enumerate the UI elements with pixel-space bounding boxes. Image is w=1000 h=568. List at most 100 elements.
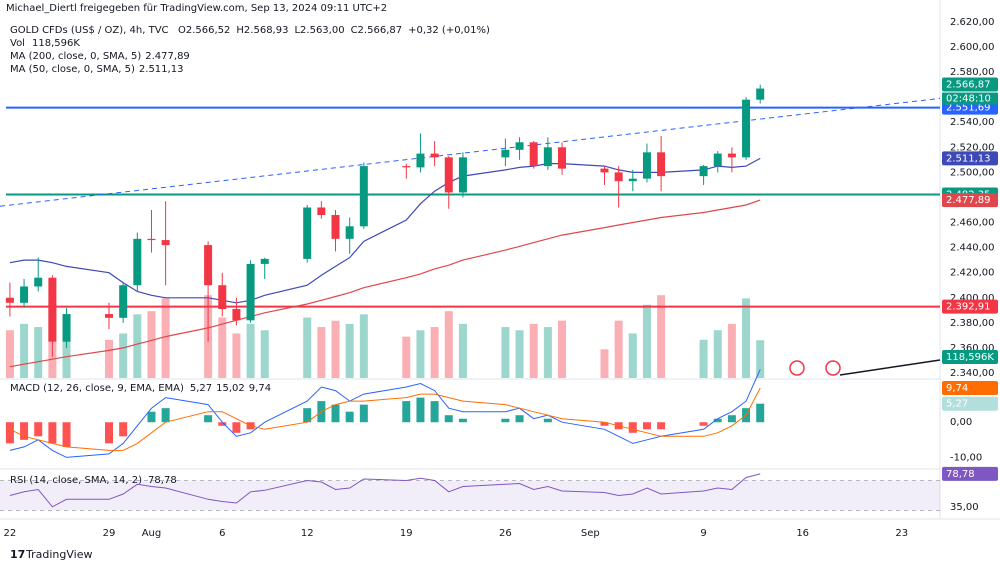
- candle-body: [317, 207, 326, 216]
- y-tick-label: 2.460,00: [950, 218, 995, 229]
- x-tick-label: Sep: [581, 528, 600, 539]
- volume-bar: [430, 327, 439, 378]
- candle-body: [260, 258, 269, 264]
- volume-bar: [20, 323, 29, 378]
- volume-bar: [515, 330, 524, 378]
- volume-bar: [416, 330, 425, 378]
- volume-bar: [657, 295, 666, 378]
- macd-legend-value: 15,02: [216, 383, 245, 394]
- macd-histogram-bar: [458, 418, 467, 423]
- x-tick-label: 19: [400, 528, 413, 539]
- candle-body: [246, 263, 255, 321]
- macd-legend-value: 9,74: [249, 383, 271, 394]
- last-price-tag: 2.566,87: [946, 80, 991, 91]
- macd-hist-tag: 5,27: [946, 399, 968, 410]
- ma-tag-bg: [942, 151, 998, 166]
- macd-histogram-bar: [713, 418, 722, 423]
- y-tick-label: 2.520,00: [950, 142, 995, 153]
- candle-body: [543, 147, 552, 167]
- candle-body: [416, 153, 425, 168]
- ma-tag: 2.477,89: [946, 195, 991, 206]
- drawing-line: [839, 359, 941, 376]
- ohlc-legend: O2.566,52: [178, 25, 230, 36]
- candle-body: [713, 153, 722, 167]
- x-tick-label: Aug: [142, 528, 162, 539]
- volume-bar: [713, 330, 722, 378]
- macd-histogram-bar: [204, 415, 213, 423]
- macd-histogram-bar: [657, 422, 666, 430]
- x-tick-label: 26: [499, 528, 512, 539]
- ohlc-legend: +0,32 (+0,01%): [408, 25, 490, 36]
- volume-bar: [5, 330, 14, 378]
- candle-body: [331, 215, 340, 239]
- candle-body: [402, 166, 411, 168]
- y-tick-label: 2.620,00: [950, 17, 995, 28]
- volume-bar: [303, 317, 312, 378]
- macd-line: [9, 369, 761, 458]
- ohlc-legend: H2.568,93: [236, 25, 288, 36]
- y-tick-label: 2.600,00: [950, 42, 995, 53]
- macd-histogram-bar: [628, 422, 637, 433]
- y-tick-label: 2.580,00: [950, 67, 995, 78]
- macd-histogram-bar: [501, 418, 510, 423]
- macd-histogram-bar: [444, 415, 453, 423]
- macd-legend-name: MACD (12, 26, close, 9, EMA, EMA): [10, 383, 184, 394]
- volume-bar: [246, 323, 255, 378]
- level-tag-bg: [942, 299, 998, 314]
- y-tick-label: 2.440,00: [950, 243, 995, 254]
- candle-body: [742, 99, 751, 158]
- volume-legend-value: 118,596K: [32, 38, 80, 49]
- candle-body: [727, 153, 736, 158]
- candle-body: [699, 166, 708, 177]
- volume-bar: [232, 333, 241, 378]
- candle-body: [345, 226, 354, 239]
- candle-body: [756, 88, 765, 100]
- level-tag: 2.551,69: [946, 103, 991, 114]
- x-tick-label: 29: [103, 528, 116, 539]
- macd-histogram-bar: [303, 408, 312, 423]
- x-tick-label: 16: [796, 528, 809, 539]
- volume-bar: [600, 349, 609, 378]
- countdown: 02:48:10: [946, 94, 991, 105]
- macd-histogram-bar: [20, 422, 29, 440]
- event-icon: [825, 360, 841, 376]
- ma-legend-name: MA (50, close, 0, SMA, 5): [10, 64, 135, 75]
- macd-tag: 9,74: [946, 383, 968, 394]
- candle-body: [232, 309, 241, 321]
- candle-body: [34, 277, 43, 287]
- y-tick-label: 2.500,00: [950, 167, 995, 178]
- volume-bar: [501, 327, 510, 378]
- candle-body: [444, 157, 453, 193]
- y-tick-label: 2.340,00: [950, 368, 995, 379]
- rsi-band: [0, 480, 940, 511]
- macd-histogram-bar: [642, 422, 651, 430]
- logo: 17: [10, 548, 25, 561]
- candle-body: [147, 238, 156, 241]
- macd-histogram-bar: [232, 422, 241, 433]
- candle-body: [218, 285, 227, 310]
- candle-body: [161, 240, 170, 246]
- candle-body: [62, 314, 71, 342]
- volume-bar: [402, 336, 411, 378]
- candle-body: [204, 245, 213, 286]
- volume-bar: [756, 340, 765, 378]
- x-tick-label: 12: [301, 528, 314, 539]
- candle-body: [628, 178, 637, 182]
- ma-legend-name: MA (200, close, 0, SMA, 5): [10, 51, 141, 62]
- macd-histogram-bar: [119, 422, 128, 437]
- candle-body: [48, 277, 57, 342]
- candle-body: [600, 168, 609, 173]
- macd-line: [9, 387, 761, 451]
- candle-body: [558, 147, 567, 169]
- macd-histogram-bar: [543, 418, 552, 423]
- volume-bar: [345, 323, 354, 378]
- ma-tag-bg: [942, 193, 998, 208]
- macd-histogram-bar: [147, 411, 156, 423]
- ohlc-legend: L2.563,00: [294, 25, 344, 36]
- moving-average: [9, 199, 761, 368]
- volume-bar: [529, 323, 538, 378]
- moving-average: [9, 157, 761, 304]
- x-tick-label: 6: [219, 528, 225, 539]
